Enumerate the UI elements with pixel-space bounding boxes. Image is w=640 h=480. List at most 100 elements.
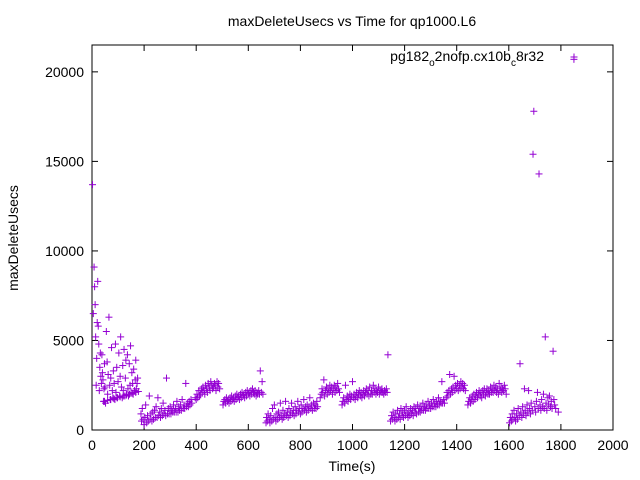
data-point: [384, 351, 392, 359]
data-point: [532, 397, 540, 405]
data-point: [145, 392, 153, 400]
data-point: [312, 405, 320, 413]
data-point: [157, 413, 165, 421]
data-point: [124, 385, 132, 393]
data-point: [539, 390, 547, 398]
data-point: [214, 383, 222, 391]
x-tick: 400: [185, 45, 209, 453]
data-point: [119, 392, 127, 400]
data-point: [285, 405, 293, 413]
data-point: [539, 403, 547, 411]
data-point: [122, 356, 130, 364]
data-point: [520, 385, 528, 393]
data-point: [383, 388, 391, 396]
data-point: [174, 408, 182, 416]
data-point: [225, 399, 233, 407]
x-tick: 1000: [337, 45, 368, 453]
x-tick-label: 2000: [597, 437, 628, 453]
data-point: [108, 344, 116, 352]
data-point: [371, 385, 379, 393]
data-point: [156, 408, 164, 416]
data-point: [335, 388, 343, 396]
x-tick-label: 400: [185, 437, 209, 453]
y-axis-label: maxDeleteUsecs: [5, 185, 21, 291]
data-point: [522, 412, 530, 420]
data-point: [554, 408, 562, 416]
data-point: [409, 412, 417, 420]
legend-part: 8r32: [516, 48, 544, 64]
data-point: [461, 387, 469, 395]
data-point: [96, 363, 104, 371]
data-point: [308, 406, 316, 414]
data-point: [97, 379, 105, 387]
data-point: [545, 392, 553, 400]
x-tick-label: 800: [289, 437, 313, 453]
data-point: [104, 396, 112, 404]
data-point: [112, 388, 120, 396]
data-point: [550, 396, 558, 404]
data-point: [103, 358, 111, 366]
data-point: [110, 379, 118, 387]
data-point: [159, 399, 167, 407]
data-point: [109, 367, 117, 375]
data-point: [510, 406, 518, 414]
data-point: [427, 405, 435, 413]
data-point: [294, 397, 302, 405]
data-point: [215, 379, 223, 387]
y-tick-label: 10000: [45, 243, 84, 259]
data-point: [309, 399, 317, 407]
data-point: [272, 417, 280, 425]
data-point: [500, 387, 508, 395]
data-point: [94, 277, 102, 285]
data-point: [235, 396, 243, 404]
data-point: [469, 397, 477, 405]
data-point: [128, 369, 136, 377]
data-point: [117, 333, 125, 341]
data-point: [334, 385, 342, 393]
data-point: [161, 406, 169, 414]
data-point: [459, 379, 467, 387]
data-point: [544, 394, 552, 402]
x-tick: 1400: [441, 45, 472, 453]
data-point: [282, 397, 290, 405]
data-point: [362, 385, 370, 393]
data-point: [110, 395, 118, 403]
data-point: [291, 403, 299, 411]
data-point: [290, 412, 298, 420]
chart-title: maxDeleteUsecs vs Time for qp1000.L6: [228, 13, 476, 29]
data-point: [138, 405, 146, 413]
x-tick-label: 1200: [389, 437, 420, 453]
data-point: [314, 403, 322, 411]
data-point: [435, 401, 443, 409]
data-point: [410, 403, 418, 411]
x-tick-label: 600: [237, 437, 261, 453]
data-point: [341, 381, 349, 389]
data-point: [494, 390, 502, 398]
x-tick: 800: [289, 45, 313, 453]
data-point: [500, 381, 508, 389]
y-tick: 10000: [45, 243, 613, 259]
plot-frame: [91, 44, 614, 431]
data-point: [115, 349, 123, 357]
legend-subscript: c: [511, 58, 516, 69]
data-point: [166, 403, 174, 411]
data-point: [495, 379, 503, 387]
data-point: [267, 412, 275, 420]
data-point: [288, 399, 296, 407]
data-point: [366, 383, 374, 391]
data-point: [212, 387, 220, 395]
data-point: [186, 401, 194, 409]
data-point: [108, 387, 116, 395]
data-point: [440, 399, 448, 407]
data-point: [527, 399, 535, 407]
data-point: [318, 385, 326, 393]
data-point: [241, 394, 249, 402]
data-point: [91, 283, 99, 291]
data-point: [514, 405, 522, 413]
data-point: [375, 383, 383, 391]
data-point: [114, 378, 122, 386]
data-point: [116, 393, 124, 401]
data-point: [101, 397, 109, 405]
data-point: [546, 403, 554, 411]
